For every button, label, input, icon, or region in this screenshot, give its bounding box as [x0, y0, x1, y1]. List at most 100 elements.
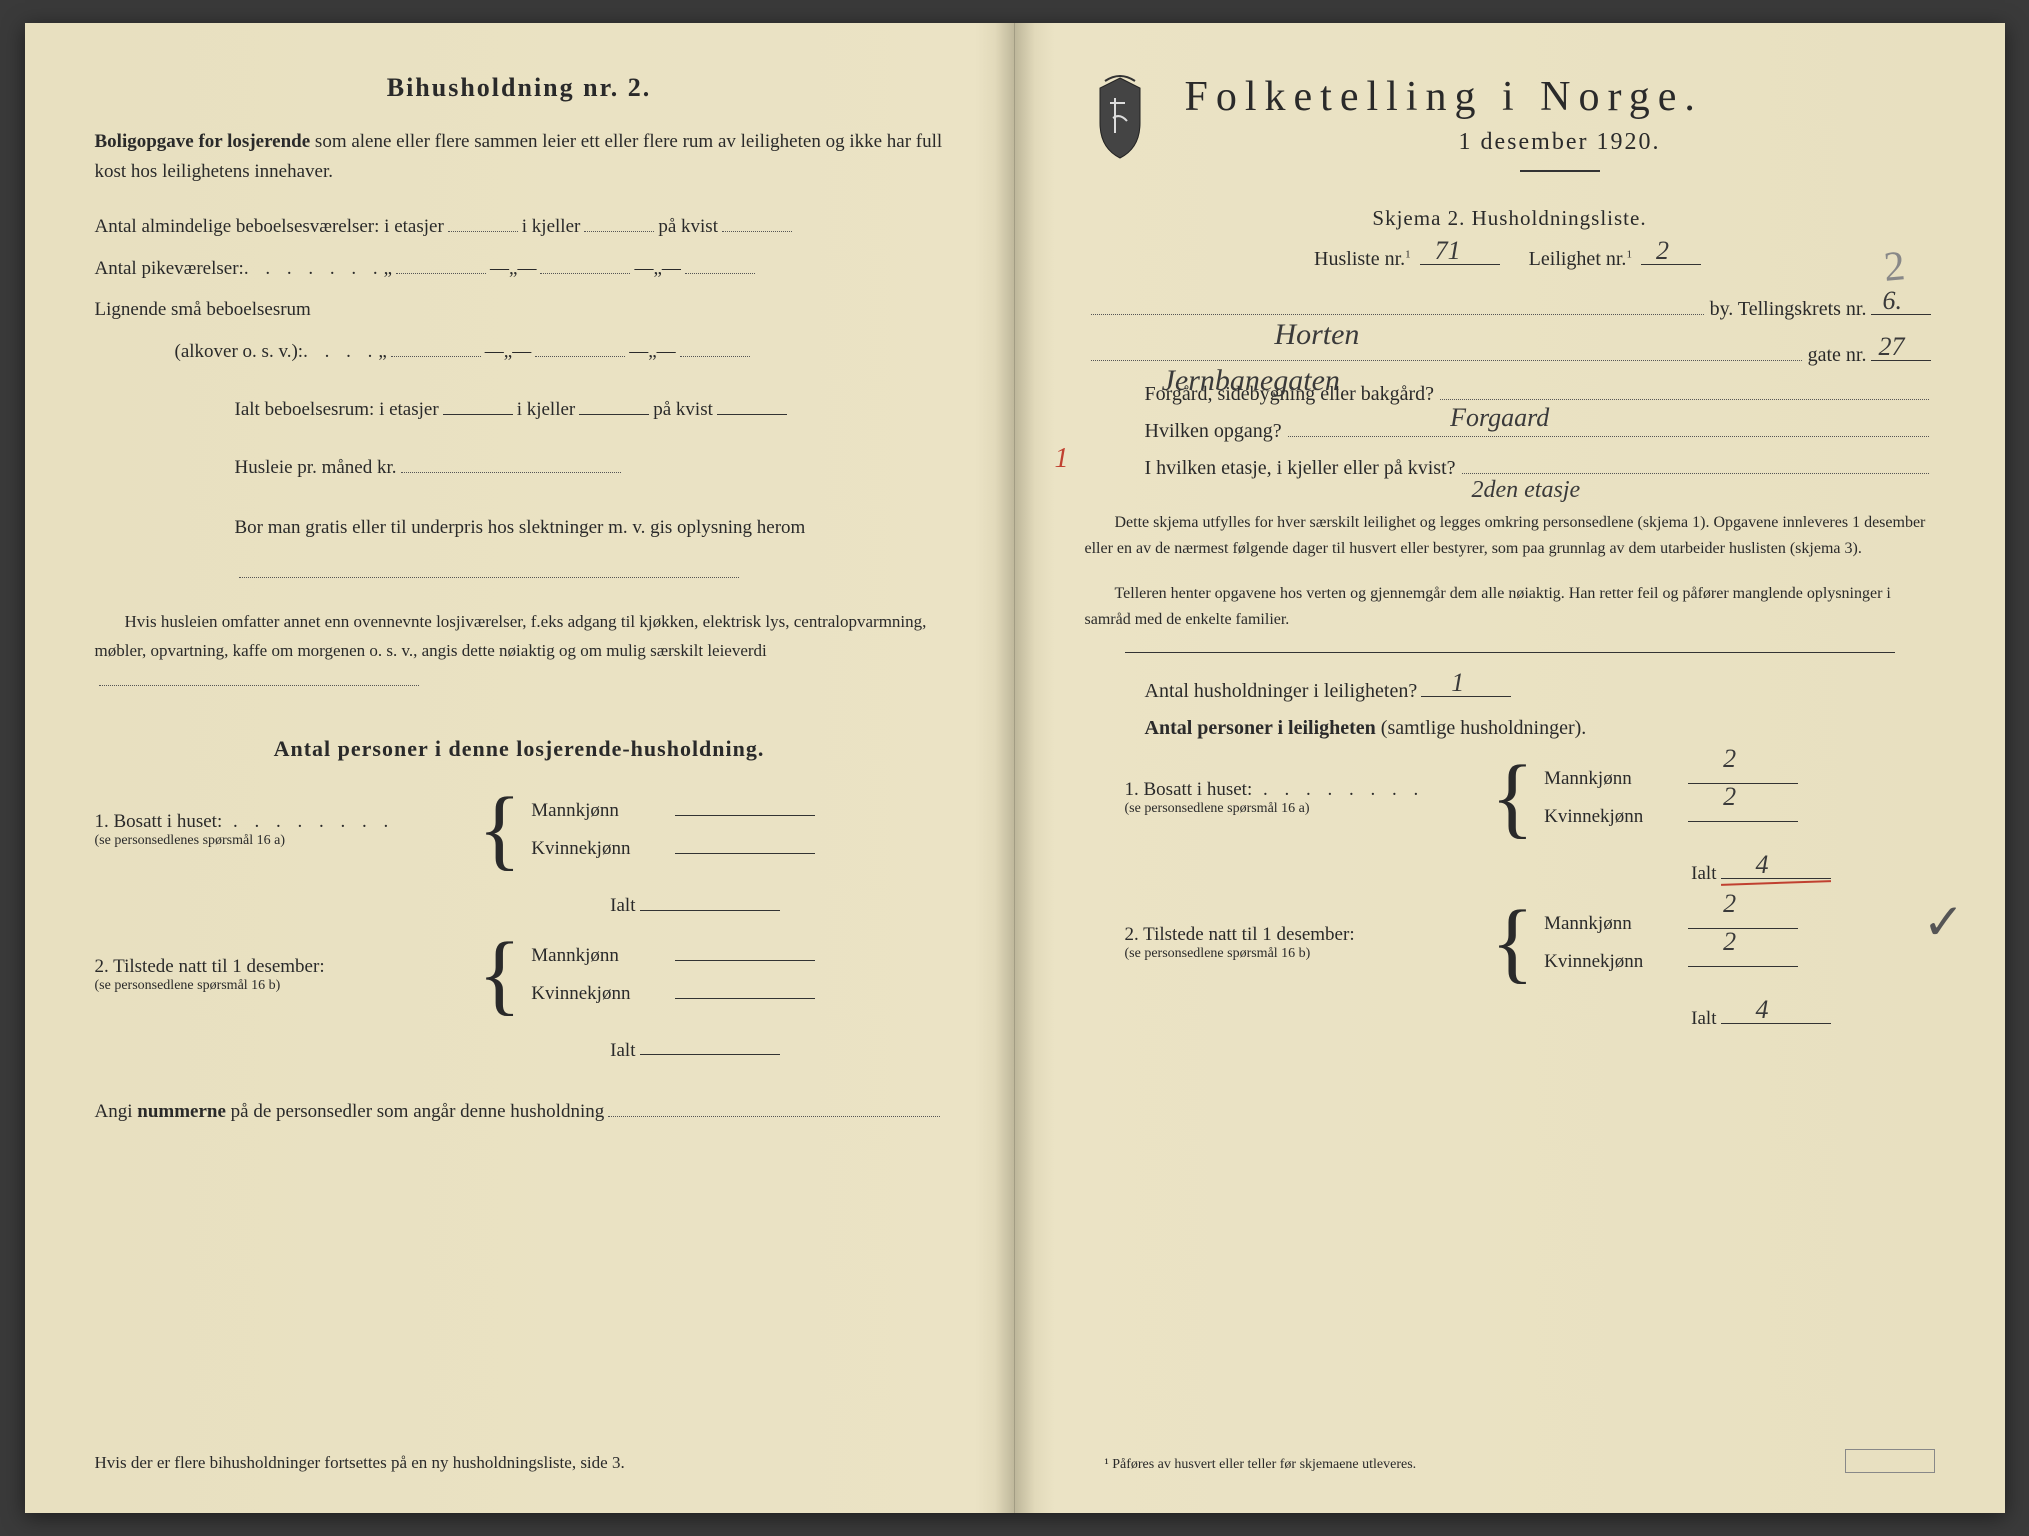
fill	[675, 793, 815, 816]
q2-text: 2. Tilstede natt til 1 desember:	[95, 956, 325, 977]
divider	[1125, 652, 1895, 653]
hush-value: 1	[1451, 668, 1464, 698]
pike-label: Antal pikeværelser:	[95, 248, 244, 290]
leilighet-fill: 2	[1641, 241, 1701, 265]
dots: . . . .	[303, 331, 378, 373]
rooms-label: Antal almindelige beboelsesværelser: i e…	[95, 206, 444, 248]
gate-label: gate nr.	[1808, 344, 1867, 367]
ialt-rooms-label: Ialt beboelsesrum: i etasjer	[235, 389, 439, 431]
lignende-label: Lignende små beboelsesrum	[95, 289, 311, 331]
quote: —„—	[490, 248, 536, 290]
rq2-text: 2. Tilstede natt til 1 desember:	[1125, 924, 1355, 945]
fill	[391, 334, 481, 357]
fill: 2	[1688, 762, 1798, 785]
forgard-fill: Forgaard	[1440, 399, 1928, 400]
kvist-label2: på kvist	[653, 389, 713, 431]
r-mann-label: Mannkjønn	[1544, 760, 1684, 798]
r-ialt-label2: Ialt	[1691, 1008, 1716, 1029]
ialt-rooms-line: Ialt beboelsesrum: i etasjer i kjeller p…	[95, 389, 944, 431]
sup: 1	[1626, 248, 1632, 260]
alkover-label: (alkover o. s. v.):	[175, 331, 304, 373]
fill	[540, 251, 630, 274]
antal-pers-line: Antal personer i leiligheten (samtlige h…	[1085, 717, 1935, 740]
intro-bold: Boligopgave for losjerende	[95, 131, 311, 152]
sup: 1	[1405, 248, 1411, 260]
brace-icon: {	[478, 939, 521, 1011]
rq2-label: 2. Tilstede natt til 1 desember: (se per…	[1125, 924, 1481, 962]
date-line: 1 desember 1920.	[1185, 129, 1935, 156]
instructions-2: Telleren henter opgavene hos verten og g…	[1085, 581, 1935, 632]
quote: „	[384, 248, 392, 290]
gatenr-fill: 27	[1871, 337, 1931, 361]
left-footer: Hvis der er flere bihusholdninger fortse…	[95, 1453, 944, 1473]
lignende-line: Lignende små beboelsesrum	[95, 289, 944, 331]
right-footnote: ¹ Påføres av husvert eller teller før sk…	[1105, 1457, 1417, 1473]
pencil-annotation: 2	[1881, 242, 1906, 292]
husleie-line: Husleie pr. måned kr.	[95, 447, 944, 489]
fill	[443, 392, 513, 415]
fill	[401, 450, 621, 473]
count-group-1: 1. Bosatt i huset: . . . . . . . . (se p…	[95, 792, 944, 868]
form-header: Skjema 2. Husholdningsliste. Husliste nr…	[1085, 206, 1935, 271]
r-count-group-1: 1. Bosatt i huset: . . . . . . . . (se p…	[1085, 760, 1935, 836]
intro-paragraph: Boligopgave for losjerende som alene ell…	[95, 127, 944, 188]
kvist-label: på kvist	[658, 206, 718, 248]
tick-mark: ✓	[1923, 893, 1965, 951]
etasje-fill: 2den etasje	[1462, 473, 1929, 474]
fill: 4	[1721, 856, 1831, 879]
antal-hush-q: Antal husholdninger i leiligheten?	[1145, 680, 1418, 703]
r-ialt-row-2: Ialt4	[1085, 1001, 1935, 1030]
title-block: Folketelling i Norge. 1 desember 1920.	[1185, 73, 1935, 196]
r-count-group-2: 2. Tilstede natt til 1 desember: (se per…	[1085, 905, 1935, 981]
q1-text: 1. Bosatt i huset:	[95, 811, 223, 832]
rooms-line: Antal almindelige beboelsesværelser: i e…	[95, 206, 944, 248]
fill	[396, 251, 486, 274]
husliste-line: Husliste nr.1 71 Leilighet nr.1 2	[1085, 241, 1935, 271]
opgang-fill	[1288, 436, 1929, 437]
fill	[99, 666, 419, 686]
fill	[640, 1033, 780, 1056]
rq1-values: Mannkjønn2 Kvinnekjønn2	[1544, 760, 1802, 836]
q2-values: Mannkjønn Kvinnekjønn	[531, 937, 819, 1013]
subsection-title: Antal personer i denne losjerende-hushol…	[95, 736, 944, 762]
count-group-2: 2. Tilstede natt til 1 desember: (se per…	[95, 937, 944, 1013]
alkover-line: (alkover o. s. v.): . . . . „ —„— —„—	[95, 331, 944, 373]
rq1-text: 1. Bosatt i huset:	[1125, 779, 1253, 800]
krets-fill: 6.	[1871, 291, 1931, 315]
quote: —„—	[634, 248, 680, 290]
fill	[675, 831, 815, 854]
angi-line: Angi nummerne på de personsedler som ang…	[95, 1091, 944, 1133]
gatenr-value: 27	[1879, 332, 1905, 362]
note-text: Hvis husleien omfatter annet enn ovennev…	[95, 612, 927, 660]
antal-hush-line: Antal husholdninger i leiligheten? 1	[1085, 673, 1935, 703]
rq2-values: Mannkjønn2 Kvinnekjønn2	[1544, 905, 1802, 981]
opgang-q: Hvilken opgang?	[1145, 420, 1282, 443]
kvinne-label2: Kvinnekjønn	[531, 975, 671, 1013]
left-page: Bihusholdning nr. 2. Boligopgave for los…	[25, 23, 1015, 1513]
fill	[685, 251, 755, 274]
fill	[675, 938, 815, 961]
fill: 2	[1688, 944, 1798, 967]
leilighet-value: 2	[1656, 236, 1669, 266]
krets-value: 6.	[1883, 286, 1903, 316]
etasje-q: I hvilken etasje, i kjeller eller på kvi…	[1145, 457, 1456, 480]
dots: . . . . . . .	[244, 248, 384, 290]
r-ialt-row-1: Ialt4	[1085, 856, 1935, 885]
by-label: by. Tellingskrets nr.	[1710, 298, 1867, 321]
q1-sub: (se personsedlenes spørsmål 16 a)	[95, 833, 469, 849]
fill	[640, 888, 780, 911]
ialt-label: Ialt	[610, 895, 635, 916]
census-document: Bihusholdning nr. 2. Boligopgave for los…	[25, 23, 2005, 1513]
r-kvinne-label: Kvinnekjønn	[1544, 798, 1684, 836]
ialt-row-1: Ialt	[95, 888, 944, 917]
mann-label2: Mannkjønn	[531, 937, 671, 975]
dots: . . . . . . . .	[1252, 779, 1424, 800]
hush-fill: 1	[1421, 673, 1511, 697]
ialt1-value: 4	[1756, 850, 1769, 880]
main-title: Folketelling i Norge.	[1185, 73, 1935, 121]
husliste-value: 71	[1435, 236, 1461, 266]
fill	[608, 1095, 939, 1118]
fill: 2	[1688, 906, 1798, 929]
fill	[717, 392, 787, 415]
rq1-label: 1. Bosatt i huset: . . . . . . . . (se p…	[1125, 779, 1481, 817]
